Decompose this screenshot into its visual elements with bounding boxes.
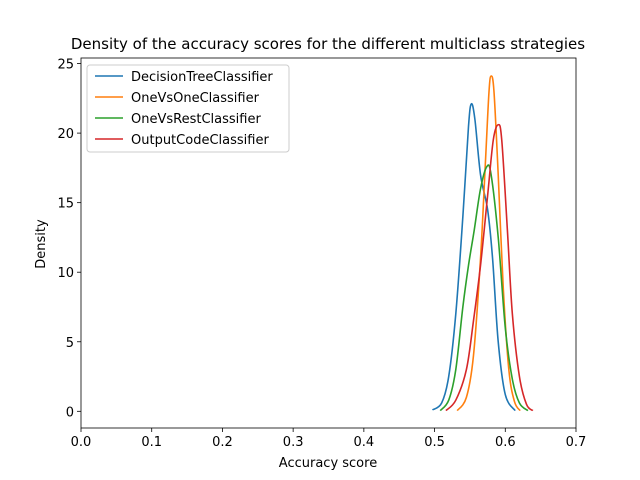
x-tick-label: 0.5	[424, 435, 445, 450]
series-line-outputcodeclassifier	[445, 123, 534, 412]
y-tick-label: 5	[66, 336, 74, 351]
y-tick-label: 25	[57, 58, 74, 73]
legend-label-decisiontreeclassifier: DecisionTreeClassifier	[131, 70, 273, 85]
axes-frame	[80, 57, 577, 429]
legend: DecisionTreeClassifier OneVsOneClassifier…	[86, 64, 290, 153]
x-axis: 0.0 0.1 0.2 0.3 0.4 0.5 0.6 0.7	[71, 428, 587, 450]
x-tick-label: 0.6	[495, 435, 516, 450]
y-axis: 0 5 10 15 20 25	[57, 58, 81, 420]
x-tick-label: 0.1	[141, 435, 162, 450]
legend-box	[86, 64, 290, 153]
legend-label-onevsrestclassifier: OneVsRestClassifier	[131, 112, 261, 127]
x-tick-label: 0.0	[71, 435, 92, 450]
x-tick-label: 0.3	[283, 435, 304, 450]
series-line-decisiontreeclassifier	[431, 102, 516, 412]
x-tick-label: 0.7	[566, 435, 587, 450]
y-tick-label: 15	[57, 197, 74, 212]
y-tick-label: 0	[66, 405, 74, 420]
y-tick-label: 10	[57, 266, 74, 281]
chart-title: Density of the accuracy scores for the d…	[71, 35, 585, 53]
x-tick-label: 0.4	[354, 435, 375, 450]
legend-label-onevsoneclassifier: OneVsOneClassifier	[131, 91, 260, 106]
y-tick-label: 20	[57, 127, 74, 142]
x-tick-label: 0.2	[212, 435, 233, 450]
legend-label-outputcodeclassifier: OutputCodeClassifier	[131, 133, 269, 148]
plot-area	[431, 75, 534, 412]
x-axis-label: Accuracy score	[279, 456, 377, 471]
series-line-onevsrestclassifier	[439, 164, 529, 412]
series-line-onevsoneclassifier	[456, 75, 521, 412]
y-axis-label: Density	[34, 219, 49, 269]
